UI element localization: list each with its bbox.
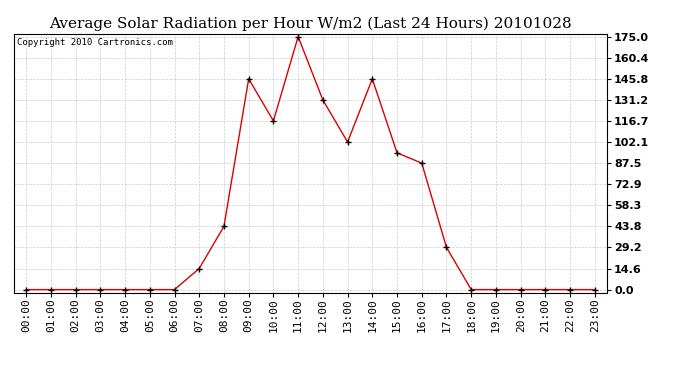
Text: Copyright 2010 Cartronics.com: Copyright 2010 Cartronics.com <box>17 38 172 46</box>
Title: Average Solar Radiation per Hour W/m2 (Last 24 Hours) 20101028: Average Solar Radiation per Hour W/m2 (L… <box>49 17 572 31</box>
